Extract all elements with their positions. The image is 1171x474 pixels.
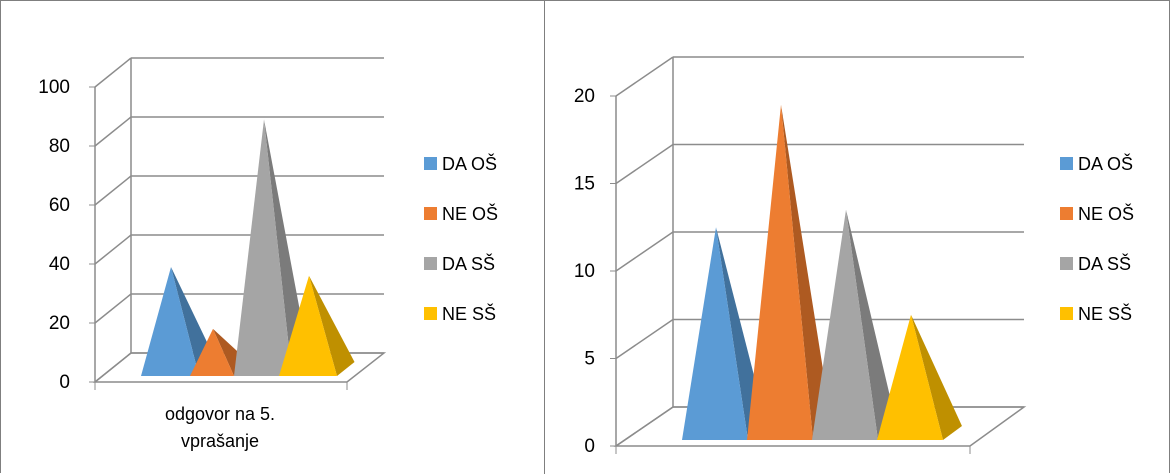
legend-label: DA SŠ	[1078, 253, 1131, 274]
legend-swatch	[424, 307, 437, 320]
category-label: odgovor na 5.	[165, 404, 275, 424]
grid-diagonal	[94, 234, 132, 265]
grid-diagonal	[615, 231, 674, 272]
grid-diagonal	[615, 318, 674, 360]
y-tick-label: 20	[574, 86, 595, 107]
pyramid-side	[781, 104, 832, 440]
legend-label: DA SŠ	[442, 253, 495, 274]
legend-label: DA OŠ	[1078, 153, 1133, 174]
pyramid-bar	[190, 328, 234, 376]
y-tick-label: 5	[584, 349, 595, 370]
pyramid-bar	[141, 266, 199, 376]
y-tick-label: 60	[49, 195, 70, 216]
legend-swatch	[424, 157, 437, 170]
y-tick-label: 0	[584, 436, 595, 457]
pyramid-bar	[812, 209, 878, 440]
floor	[613, 406, 1027, 447]
legend-swatch	[1060, 157, 1073, 170]
y-tick-label: 20	[49, 313, 70, 334]
y-tick-label: 0	[59, 372, 70, 393]
pyramid-bar	[747, 104, 813, 440]
pyramid-side	[846, 209, 897, 440]
legend-label: NE SŠ	[442, 303, 496, 324]
chart-right: 0 5 10 15 20 DA OŠ NE OŠ DA SŠ NE SŠ	[574, 56, 1134, 457]
y-tick-label: 100	[38, 77, 70, 98]
pyramid-bar	[877, 314, 943, 440]
grid-diagonal	[94, 116, 132, 147]
y-tick-label: 40	[49, 254, 70, 275]
chart-divider	[544, 0, 545, 474]
legend-swatch	[1060, 307, 1073, 320]
grid-diagonal	[615, 143, 674, 185]
grid-diagonal	[615, 56, 674, 97]
category-label: vprašanje	[181, 431, 259, 451]
pyramid-bar	[279, 275, 337, 376]
y-tick-label: 15	[574, 174, 595, 195]
legend-label: NE OŠ	[1078, 203, 1134, 224]
legend-label: NE OŠ	[442, 203, 498, 224]
chart-left: 0 20 40 60 80 100 odgovor na 5. vprašanje DA OŠ…	[38, 57, 498, 451]
legend-label: NE SŠ	[1078, 303, 1132, 324]
pyramid-bar	[682, 227, 748, 440]
pyramid-bar	[234, 119, 292, 376]
legend-swatch	[424, 207, 437, 220]
legend-swatch	[1060, 257, 1073, 270]
legend-swatch	[1060, 207, 1073, 220]
grid-diagonal	[94, 175, 132, 206]
legend-swatch	[424, 257, 437, 270]
pyramid-side	[264, 119, 310, 376]
floor	[92, 352, 387, 383]
pyramid-side	[911, 314, 962, 440]
y-tick-label: 10	[574, 261, 595, 282]
legend-label: DA OŠ	[442, 153, 497, 174]
pyramid-side	[309, 275, 355, 376]
y-tick-label: 80	[49, 136, 70, 157]
grid-diagonal	[94, 293, 132, 324]
grid-diagonal	[94, 57, 132, 88]
